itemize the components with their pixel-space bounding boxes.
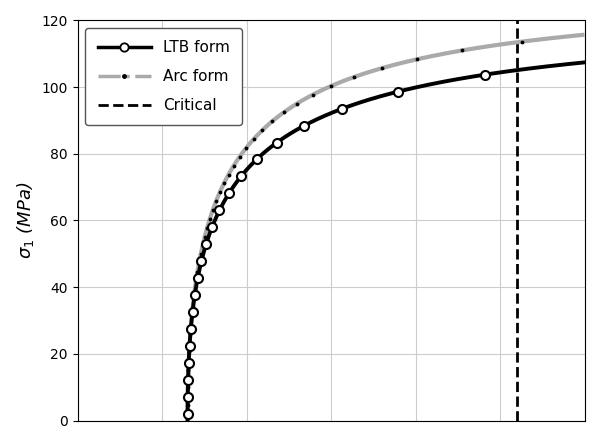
Legend: LTB form, Arc form, Critical: LTB form, Arc form, Critical [85,28,242,125]
Y-axis label: $\sigma_1$ (MPa): $\sigma_1$ (MPa) [15,182,36,259]
